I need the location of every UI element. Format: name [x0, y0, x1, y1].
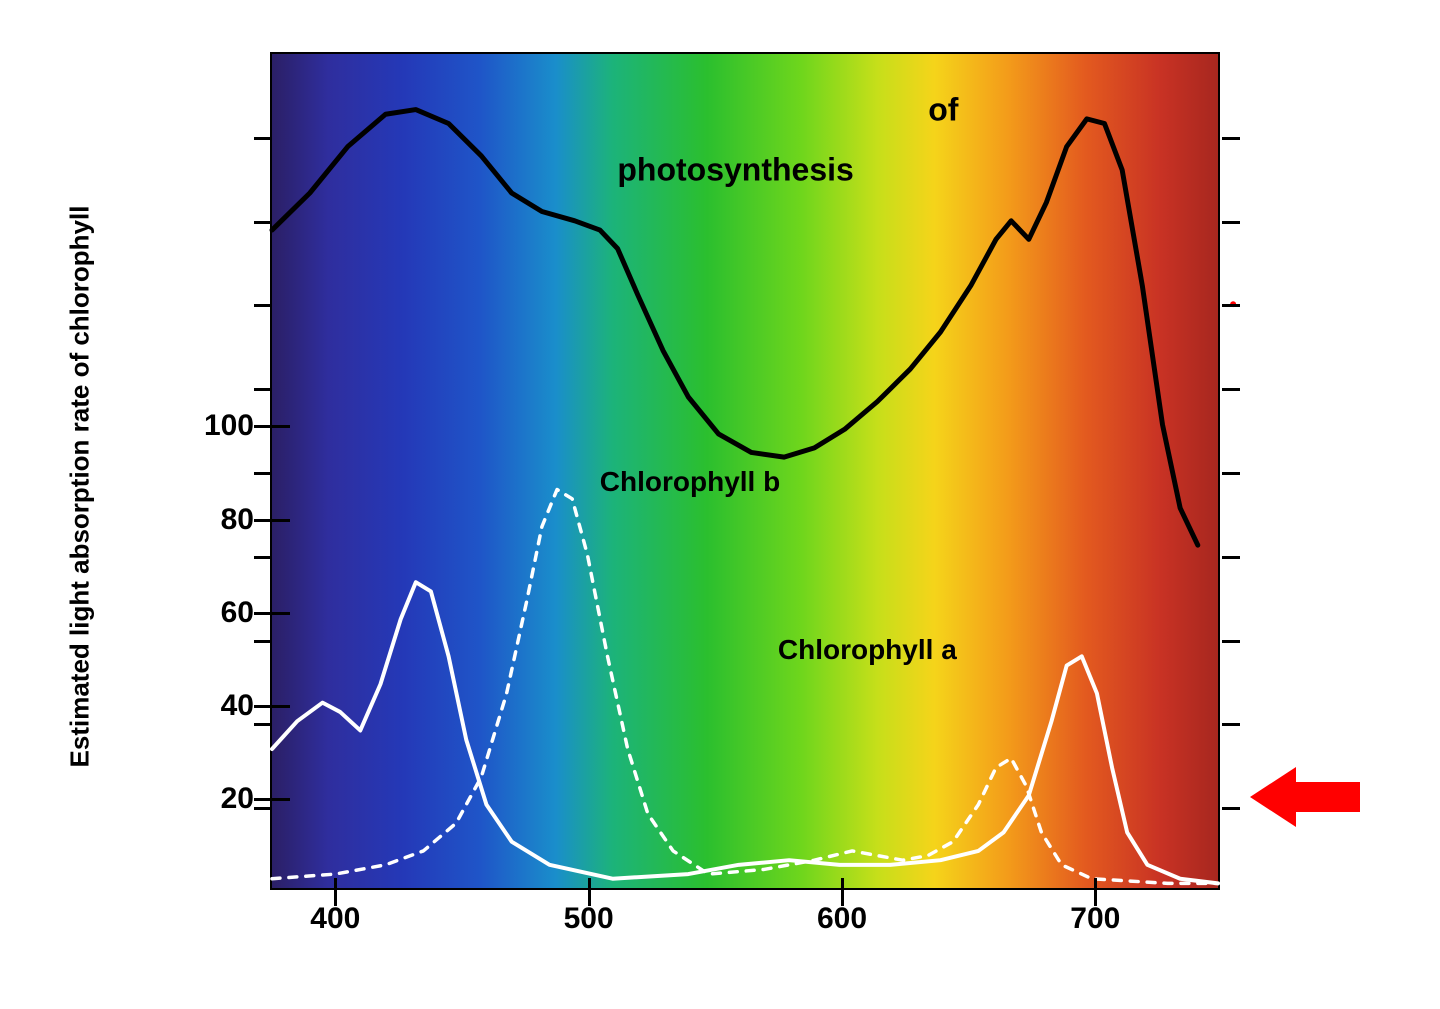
label-chlorophyll-a: Chlorophyll a: [778, 634, 957, 666]
y-tick-mark-right: [1222, 723, 1240, 726]
y-tick-mark: [254, 425, 290, 428]
y-tick-mark: [254, 798, 290, 801]
y-tick-label: 60: [221, 596, 254, 630]
y-tick-mark: [254, 705, 290, 708]
y-tick-mark-right: [1222, 221, 1240, 224]
y-tick-label: 20: [221, 782, 254, 816]
x-tick-mark: [334, 878, 337, 892]
y-tick-mark-right: [1222, 556, 1240, 559]
series-chlorophyll-a: [272, 582, 1218, 883]
y-tick-label: 100: [204, 409, 254, 443]
y-tick-mark-right: [1222, 388, 1240, 391]
y-tick-label: 40: [221, 689, 254, 723]
x-tick-mark: [841, 878, 844, 892]
chart: Estimated light absorption rate of chlor…: [60, 40, 1380, 970]
label-photosynthesis: photosynthesis: [617, 152, 853, 189]
x-tick-label: 500: [564, 902, 614, 936]
y-tick-mark-left: [254, 640, 272, 643]
y-tick-mark-left: [254, 304, 272, 307]
series-chlorophyll-b: [272, 490, 1218, 884]
y-tick-mark-left: [254, 472, 272, 475]
position-arrow-icon: [1250, 767, 1360, 827]
y-tick-mark: [254, 519, 290, 522]
x-tick-mark: [1094, 878, 1097, 892]
y-tick-mark-left: [254, 221, 272, 224]
y-tick-mark-left: [254, 388, 272, 391]
x-tick-label: 400: [310, 902, 360, 936]
y-tick-mark-right: [1222, 304, 1240, 307]
x-tick-label: 600: [817, 902, 867, 936]
y-tick-mark-right: [1222, 137, 1240, 140]
y-tick-mark-left: [254, 556, 272, 559]
y-tick-mark-left: [254, 137, 272, 140]
y-tick-mark-right: [1222, 472, 1240, 475]
label-photosynthesis-of: of: [928, 91, 958, 128]
y-tick-mark-right: [1222, 640, 1240, 643]
y-tick-mark-left: [254, 723, 272, 726]
y-tick-mark-left: [254, 807, 272, 810]
y-axis-title: Estimated light absorption rate of chlor…: [65, 206, 96, 768]
label-chlorophyll-b: Chlorophyll b: [600, 466, 780, 498]
plot-area: 40050060070020406080100ofphotosynthesisC…: [270, 52, 1220, 890]
chart-container: Estimated light absorption rate of chlor…: [60, 40, 1380, 970]
y-tick-mark-right: [1222, 807, 1240, 810]
x-tick-label: 700: [1070, 902, 1120, 936]
x-tick-mark: [588, 878, 591, 892]
y-tick-mark: [254, 612, 290, 615]
arrow-icon: [1250, 767, 1360, 827]
y-tick-label: 80: [221, 503, 254, 537]
